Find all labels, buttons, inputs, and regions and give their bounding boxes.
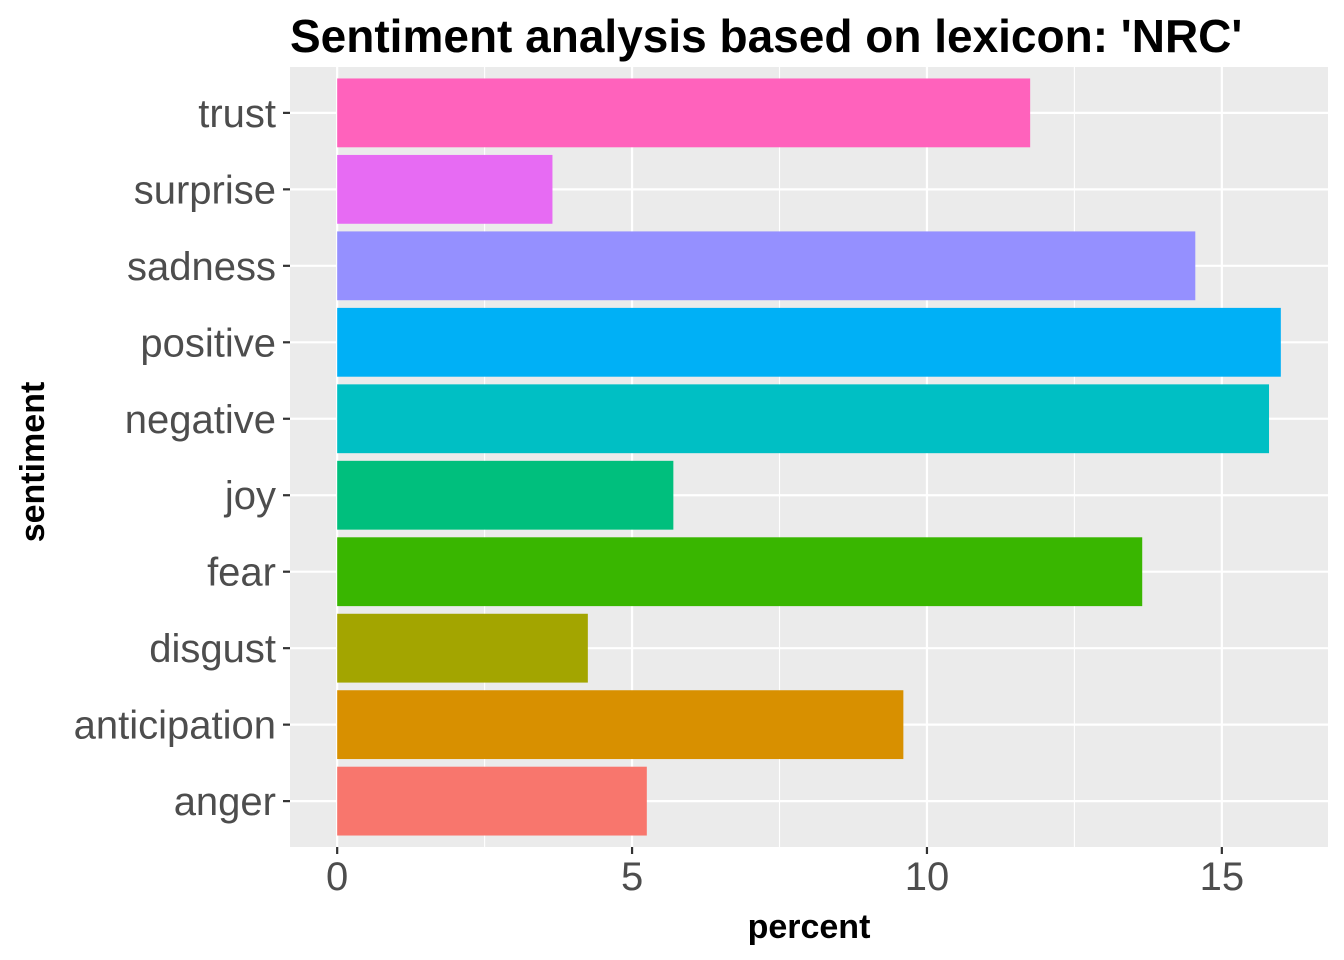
bar-disgust — [337, 613, 588, 683]
bar-trust — [337, 78, 1031, 148]
y-tick-label-anticipation: anticipation — [74, 704, 276, 748]
x-tick-label: 15 — [1200, 855, 1245, 899]
x-tick-label: 10 — [905, 855, 950, 899]
y-tick-label-disgust: disgust — [149, 627, 276, 671]
y-tick-label-anger: anger — [174, 780, 276, 824]
x-axis-title: percent — [748, 908, 871, 946]
y-tick-label-joy: joy — [224, 474, 276, 518]
x-tick-label: 0 — [326, 855, 348, 899]
y-tick-label-trust: trust — [198, 92, 276, 136]
x-axis: 0 5 10 15 — [326, 847, 1244, 899]
bar-anticipation — [337, 690, 904, 760]
y-tick-label-fear: fear — [207, 551, 276, 595]
chart-title: Sentiment analysis based on lexicon: 'NR… — [290, 10, 1242, 62]
x-tick-label: 5 — [621, 855, 643, 899]
bar-negative — [337, 384, 1270, 454]
bars — [337, 78, 1281, 836]
y-tick-label-surprise: surprise — [134, 168, 276, 212]
bar-fear — [337, 537, 1143, 607]
y-tick-label-positive: positive — [140, 321, 276, 365]
bar-sadness — [337, 231, 1196, 301]
bar-anger — [337, 766, 647, 836]
bar-joy — [337, 460, 674, 530]
y-axis: anger anticipation disgust fear joy negative p… — [74, 92, 290, 824]
bar-positive — [337, 307, 1281, 377]
y-axis-title: sentiment — [14, 382, 52, 543]
y-tick-label-sadness: sadness — [127, 245, 276, 289]
y-tick-label-negative: negative — [125, 398, 276, 442]
bar-surprise — [337, 154, 553, 224]
